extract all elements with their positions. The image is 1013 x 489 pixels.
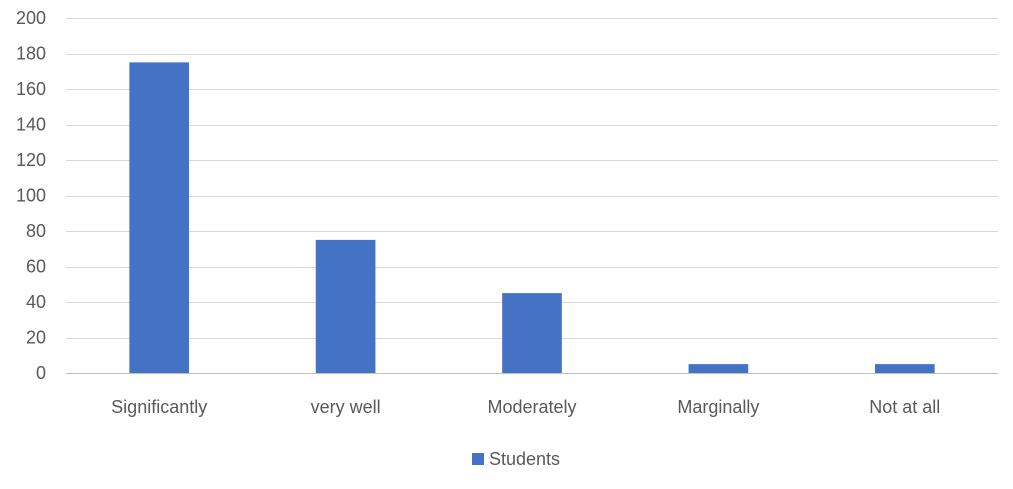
y-tick-label: 200	[16, 8, 46, 28]
bar-significantly	[129, 62, 190, 373]
y-tick-label: 40	[26, 292, 46, 312]
bar-very-well	[315, 239, 376, 373]
y-tick-label: 20	[26, 328, 46, 348]
y-axis-ticks: 0 20 40 60 80 100 120 140 160 180 200	[16, 8, 46, 383]
y-tick-label: 60	[26, 257, 46, 277]
y-tick-label: 140	[16, 115, 46, 135]
x-tick-label: Moderately	[487, 397, 576, 417]
y-tick-label: 0	[36, 363, 46, 383]
y-tick-label: 180	[16, 44, 46, 64]
legend-swatch	[472, 453, 484, 465]
legend: Students	[472, 449, 560, 469]
x-tick-label: Marginally	[677, 397, 759, 417]
bar-not-at-all	[874, 364, 935, 373]
bar-moderately	[502, 293, 562, 373]
bar-marginally	[688, 364, 749, 373]
x-tick-label: Significantly	[111, 397, 207, 417]
x-axis-ticks: Significantly very well Moderately Marginal…	[111, 397, 940, 417]
y-tick-label: 120	[16, 150, 46, 170]
legend-label: Students	[489, 449, 560, 469]
x-tick-label: Not at all	[869, 397, 940, 417]
bars	[129, 62, 935, 373]
y-tick-label: 80	[26, 221, 46, 241]
gridlines	[66, 18, 998, 374]
x-tick-label: very well	[311, 397, 381, 417]
y-tick-label: 160	[16, 79, 46, 99]
y-tick-label: 100	[16, 186, 46, 206]
